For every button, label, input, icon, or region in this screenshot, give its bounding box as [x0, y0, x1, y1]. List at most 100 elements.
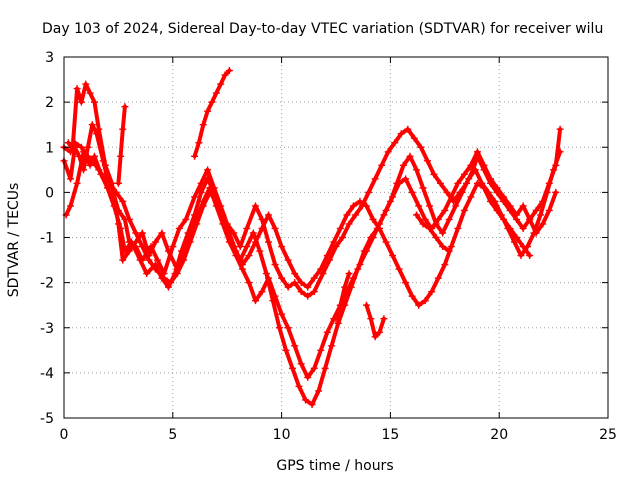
data-point: [304, 292, 312, 300]
data-point: [332, 315, 340, 323]
data-point: [77, 98, 85, 106]
data-point: [284, 256, 292, 264]
data-point: [95, 125, 103, 133]
data-point: [136, 256, 144, 264]
data-point: [88, 121, 96, 129]
data-point: [395, 265, 403, 273]
data-point: [258, 224, 266, 232]
data-point: [77, 143, 85, 151]
data-point: [467, 161, 475, 169]
data-point: [90, 98, 98, 106]
x-tick-label: 20: [490, 427, 508, 443]
data-point: [138, 243, 146, 251]
y-tick-label: 3: [45, 50, 54, 66]
data-point: [480, 161, 488, 169]
y-tick-label: -3: [40, 321, 54, 337]
data-point: [458, 188, 466, 196]
data-point: [486, 197, 494, 205]
data-point: [104, 184, 112, 192]
data-point: [467, 193, 475, 201]
data-point: [493, 184, 501, 192]
data-point: [275, 324, 283, 332]
data-point: [154, 256, 162, 264]
y-tick-label: -1: [40, 231, 54, 247]
data-point: [500, 193, 508, 201]
data-point: [460, 206, 468, 214]
data-point: [552, 188, 560, 196]
data-point: [291, 279, 299, 287]
data-point: [362, 202, 370, 210]
data-point: [452, 202, 460, 210]
data-point: [175, 224, 183, 232]
data-point: [513, 211, 521, 219]
data-point: [101, 175, 109, 183]
data-point: [519, 202, 527, 210]
data-point: [243, 224, 251, 232]
data-point: [371, 333, 379, 341]
data-point: [238, 261, 246, 269]
data-point: [439, 243, 447, 251]
data-point: [180, 256, 188, 264]
data-point: [278, 243, 286, 251]
data-point: [413, 211, 421, 219]
data-point: [221, 71, 229, 79]
data-point: [114, 179, 122, 187]
data-point: [304, 373, 312, 381]
data-point: [323, 252, 331, 260]
data-point: [486, 175, 494, 183]
x-tick-label: 10: [273, 427, 291, 443]
y-tick-label: -2: [40, 276, 54, 292]
data-point: [195, 139, 203, 147]
data-point: [378, 161, 386, 169]
data-point: [151, 238, 159, 246]
data-point: [369, 215, 377, 223]
data-point: [291, 342, 299, 350]
data-point: [334, 319, 342, 327]
series-trace: [62, 122, 563, 299]
data-point: [90, 152, 98, 160]
series-7: [332, 270, 353, 323]
data-point: [243, 243, 251, 251]
series-trace: [334, 271, 352, 321]
data-point: [73, 85, 81, 93]
data-point: [399, 161, 407, 169]
data-point: [432, 234, 440, 241]
data-point: [382, 206, 390, 214]
y-axis-label: SDTVAR / TECUs: [6, 183, 22, 298]
series-8: [362, 301, 388, 341]
data-point: [532, 206, 540, 214]
data-point: [434, 274, 442, 282]
data-point: [402, 175, 410, 183]
data-point: [532, 229, 540, 237]
data-point: [84, 152, 92, 160]
series-6: [114, 103, 129, 187]
data-point: [86, 89, 94, 97]
data-point: [212, 89, 220, 97]
series-9: [413, 211, 453, 255]
x-tick-label: 0: [60, 427, 69, 443]
data-point: [356, 261, 364, 269]
data-point: [441, 206, 449, 214]
series-trace: [66, 82, 558, 380]
data-point: [186, 238, 194, 246]
data-point: [465, 175, 473, 183]
data-point: [330, 238, 338, 246]
data-point: [421, 215, 429, 223]
data-point: [380, 315, 388, 323]
data-point: [125, 215, 133, 223]
data-point: [441, 261, 449, 269]
data-point: [284, 283, 292, 291]
data-point: [232, 247, 240, 255]
data-point: [217, 80, 225, 88]
data-point: [480, 184, 488, 192]
data-point: [519, 243, 527, 251]
data-point: [539, 220, 547, 228]
data-point: [352, 211, 360, 219]
data-point: [317, 265, 325, 273]
data-point: [251, 238, 259, 246]
data-point: [225, 229, 233, 237]
data-point: [297, 360, 305, 368]
data-point: [426, 224, 434, 232]
data-point: [428, 288, 436, 296]
